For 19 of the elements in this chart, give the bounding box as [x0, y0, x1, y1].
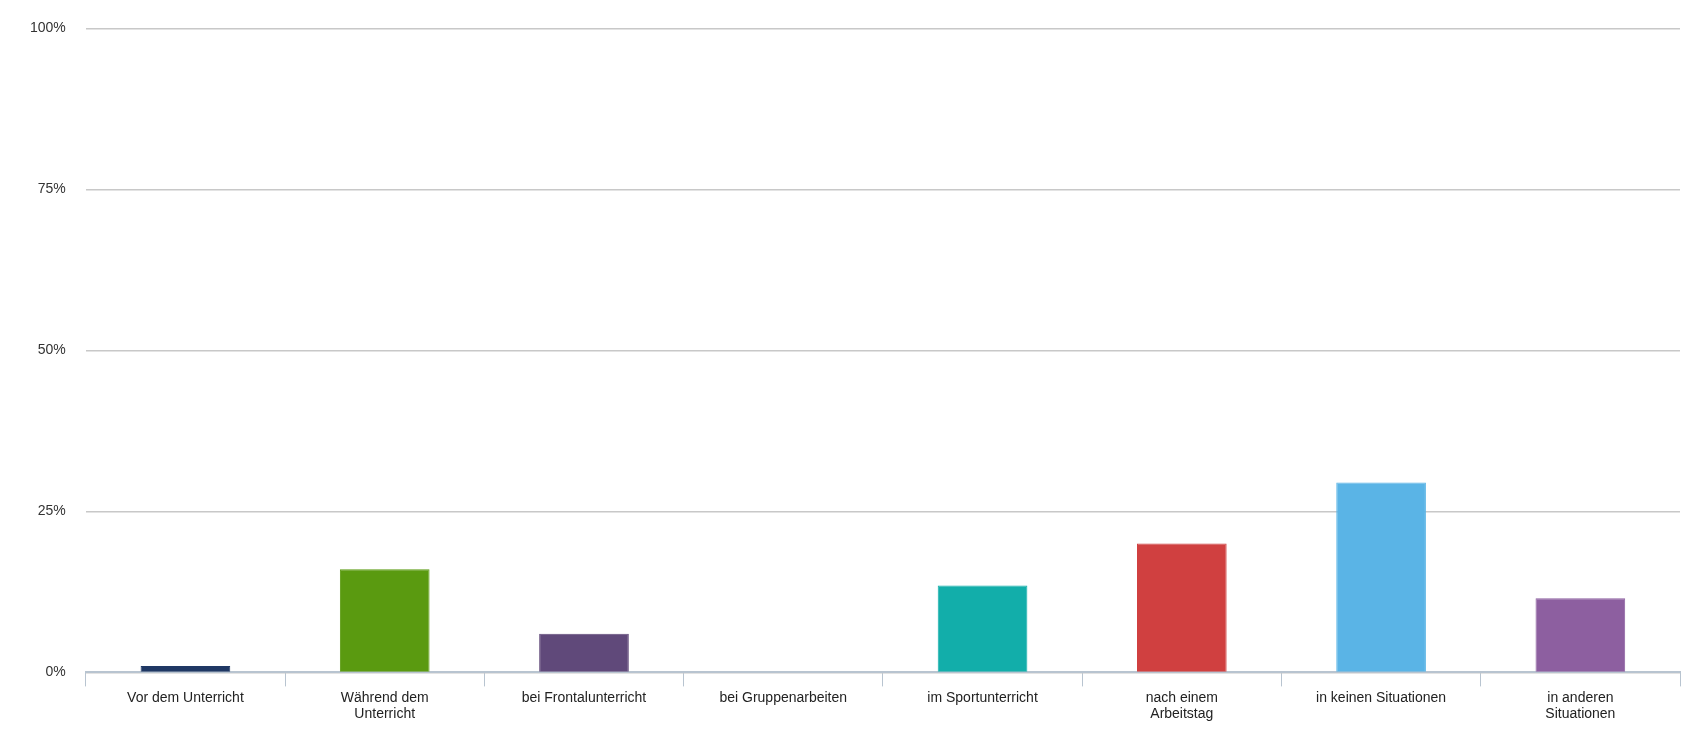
- bar: [1535, 598, 1626, 672]
- x-tick-label: in anderen Situationen: [1545, 688, 1616, 722]
- x-tick-label: Während dem Unterricht: [340, 688, 429, 722]
- x-tick-label: im Sportunterricht: [927, 688, 1038, 705]
- y-tick-label: 75%: [37, 180, 66, 197]
- x-tick-label: bei Frontalunterricht: [521, 688, 647, 705]
- x-tick-label: bei Gruppenarbeiten: [719, 688, 848, 705]
- y-tick-label: 100%: [29, 19, 66, 36]
- x-tick-label: nach einem Arbeitstag: [1145, 688, 1219, 722]
- bar: [937, 585, 1028, 672]
- bar: [539, 633, 629, 672]
- y-tick-label: 25%: [37, 502, 66, 519]
- bar: [1136, 543, 1227, 672]
- x-tick-label: in keinen Situationen: [1316, 688, 1447, 705]
- x-tick-label: Vor dem Unterricht: [127, 688, 244, 705]
- bar: [1336, 482, 1426, 672]
- bar: [339, 569, 430, 672]
- y-tick-label: 0%: [45, 663, 66, 680]
- y-tick-label: 50%: [37, 341, 66, 358]
